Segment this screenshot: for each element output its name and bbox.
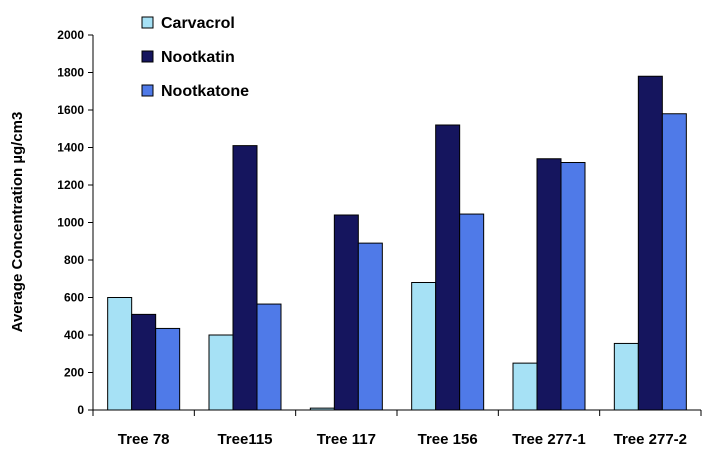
legend: Carvacrol Nootkatin Nootkatone [141,15,249,100]
bar-nootkatone-6 [661,113,687,411]
bars [107,75,687,411]
bar-nootkatone-2 [256,303,282,411]
y-tick-label: 1600 [57,103,84,117]
bar-nootkatin-2 [232,145,258,411]
y-tick-label: 1800 [57,66,84,80]
bar-carvacrol-6 [613,342,639,411]
bar-carvacrol-1 [107,297,133,411]
bar-nootkatin-1 [131,313,157,411]
bar-nootkatin-4 [435,124,461,411]
y-axis-title: Average Concentration µg/cm3 [9,112,26,333]
y-ticks: 0 200 400 600 800 1000 1200 1400 1600 1800 2000 [57,28,93,417]
y-tick-label: 600 [64,291,84,305]
y-tick-label: 0 [77,403,84,417]
legend-swatch-carvacrol [141,16,154,29]
x-category-label: Tree115 [217,431,272,448]
x-category-label: Tree 78 [118,431,170,448]
y-tick-label: 1400 [57,141,84,155]
legend-swatch-nootkatone [141,84,154,97]
y-tick-label: 1200 [57,178,84,192]
y-tick-label: 1000 [57,216,84,230]
x-category-labels: Tree 78 Tree115 Tree 117 Tree 156 Tree 277-1… [92,410,702,448]
x-category-label: Tree 156 [418,431,478,448]
legend-label-nootkatone: Nootkatone [161,83,249,100]
y-tick-label: 200 [64,366,84,380]
bar-carvacrol-2 [208,334,234,411]
x-category-label: Tree 277-1 [512,431,585,448]
legend-label-nootkatin: Nootkatin [161,49,235,66]
y-tick-label: 800 [64,253,84,267]
bar-nootkatone-4 [459,213,485,411]
bar-carvacrol-3 [309,407,335,411]
bar-nootkatone-5 [560,162,586,411]
legend-label-carvacrol: Carvacrol [161,15,235,32]
y-tick-label: 2000 [57,28,84,42]
y-tick-label: 400 [64,328,84,342]
bar-carvacrol-5 [512,362,538,411]
bar-nootkatone-1 [155,327,181,411]
x-category-label: Tree 277-2 [614,431,687,448]
bar-nootkatin-6 [637,75,663,411]
bar-carvacrol-4 [411,282,437,411]
legend-swatch-nootkatin [141,50,154,63]
bar-nootkatin-5 [536,158,562,411]
bar-nootkatin-3 [333,214,359,411]
x-category-label: Tree 117 [317,431,376,448]
bar-nootkatone-3 [357,242,383,411]
